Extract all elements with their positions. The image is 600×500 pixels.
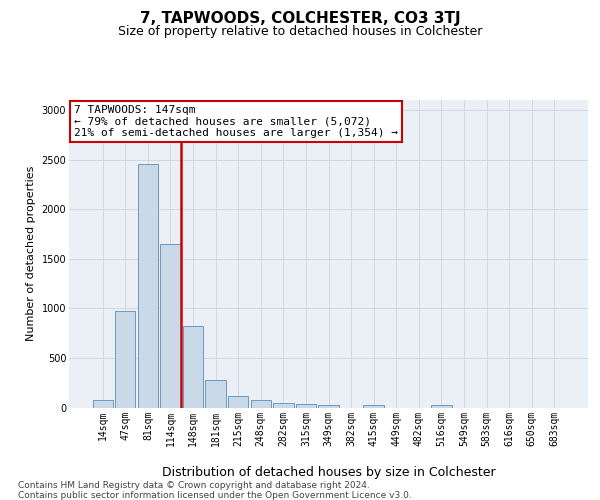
Bar xyxy=(364,404,384,407)
Text: Contains HM Land Registry data © Crown copyright and database right 2024.: Contains HM Land Registry data © Crown c… xyxy=(18,482,370,490)
Y-axis label: Number of detached properties: Number of detached properties xyxy=(26,166,36,342)
Text: Contains public sector information licensed under the Open Government Licence v3: Contains public sector information licen… xyxy=(18,490,412,500)
Bar xyxy=(228,396,248,407)
Text: 7, TAPWOODS, COLCHESTER, CO3 3TJ: 7, TAPWOODS, COLCHESTER, CO3 3TJ xyxy=(140,12,460,26)
Bar xyxy=(319,404,338,407)
Bar xyxy=(115,311,136,408)
Bar xyxy=(183,326,203,407)
Text: Distribution of detached houses by size in Colchester: Distribution of detached houses by size … xyxy=(162,466,496,479)
Bar xyxy=(296,404,316,407)
Text: 7 TAPWOODS: 147sqm
← 79% of detached houses are smaller (5,072)
21% of semi-deta: 7 TAPWOODS: 147sqm ← 79% of detached hou… xyxy=(74,104,398,138)
Bar xyxy=(431,405,452,407)
Bar xyxy=(251,400,271,407)
Bar xyxy=(160,244,181,408)
Text: Size of property relative to detached houses in Colchester: Size of property relative to detached ho… xyxy=(118,24,482,38)
Bar xyxy=(92,400,113,407)
Bar xyxy=(205,380,226,407)
Bar xyxy=(273,402,293,407)
Bar xyxy=(138,164,158,408)
